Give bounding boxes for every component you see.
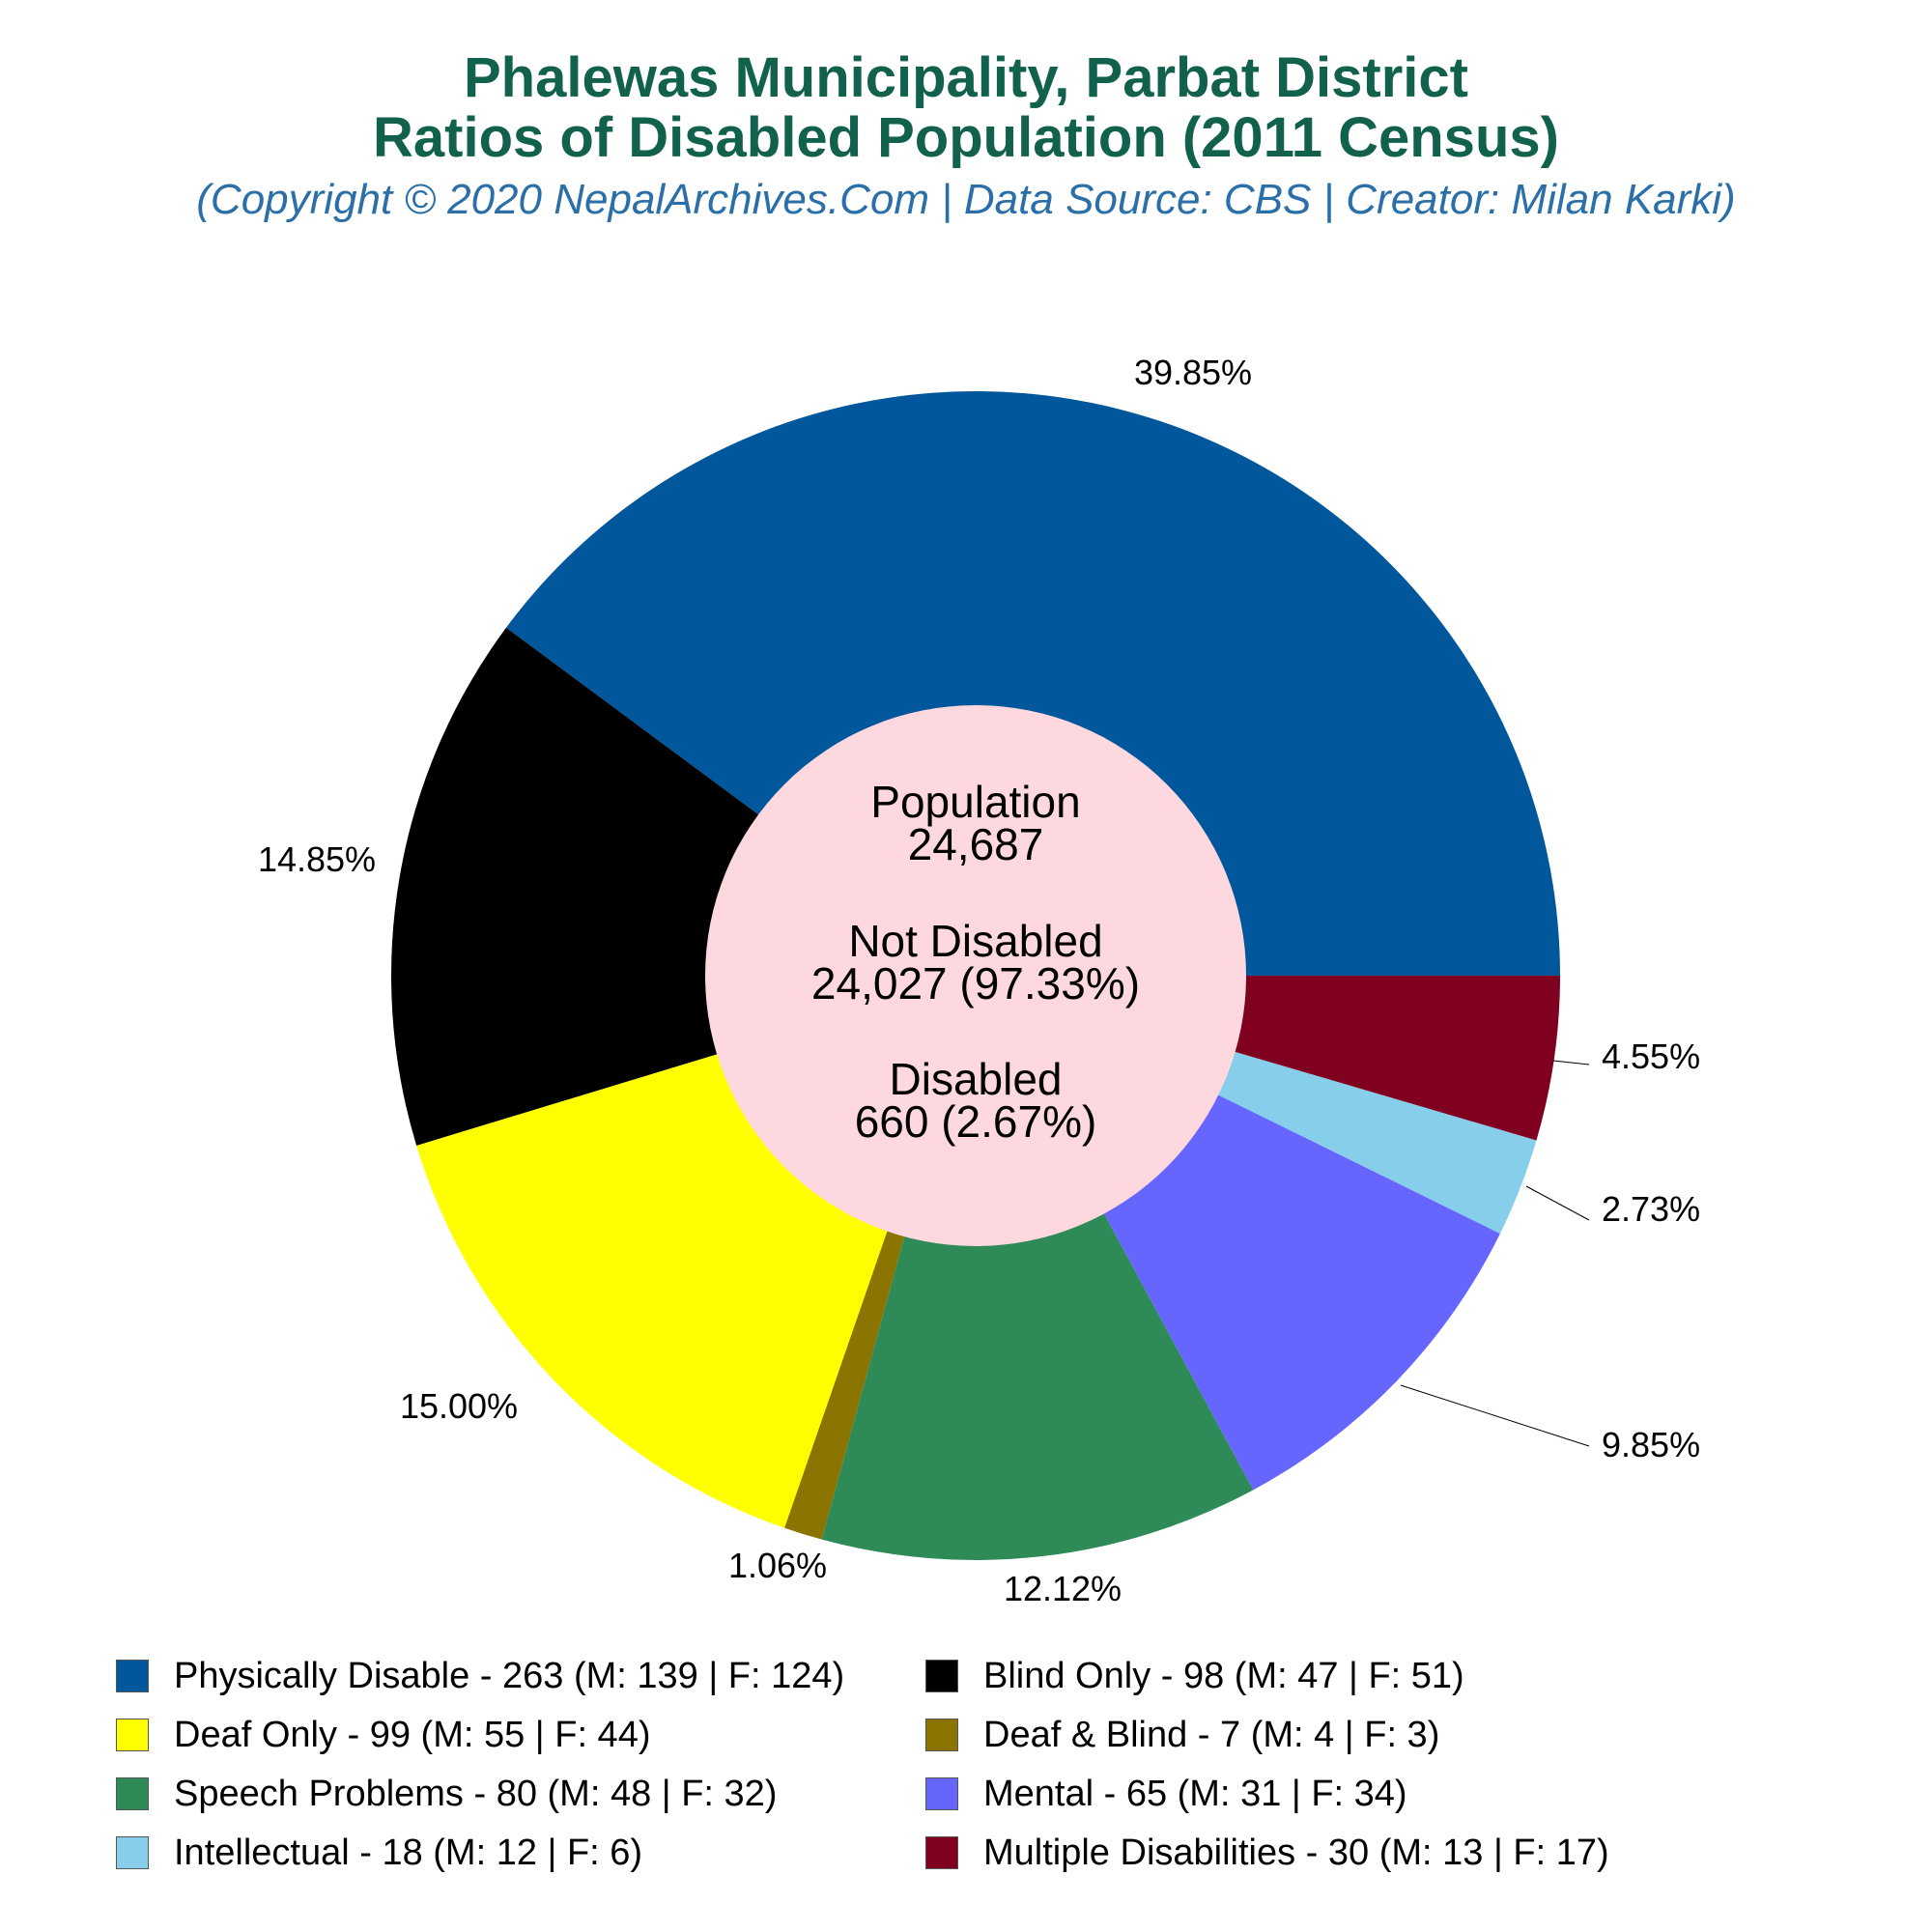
center-not-disabled-value: 24,027 (97.33%) xyxy=(811,958,1140,1009)
pie-slice-physically-disable xyxy=(505,391,1560,977)
leader-line xyxy=(1525,1185,1590,1221)
percent-label: 15.00% xyxy=(400,1386,518,1426)
leader-line xyxy=(1552,1060,1590,1065)
chart-title: Phalewas Municipality, Parbat District xyxy=(463,46,1468,109)
center-population-value: 24,687 xyxy=(908,819,1044,869)
center-circle xyxy=(705,705,1246,1246)
percent-label: 4.55% xyxy=(1602,1037,1700,1076)
chart-title-line2: Ratios of Disabled Population (2011 Cens… xyxy=(373,106,1559,169)
percent-label: 2.73% xyxy=(1602,1189,1700,1229)
leader-line xyxy=(1400,1384,1590,1447)
percent-label: 12.12% xyxy=(1004,1569,1122,1608)
pie-slice-speech-problems xyxy=(821,976,1254,1560)
chart-subtitle: (Copyright © 2020 NepalArchives.Com | Da… xyxy=(196,176,1736,223)
center-disabled-label: Disabled xyxy=(890,1054,1063,1104)
center-disabled-value: 660 (2.67%) xyxy=(855,1096,1097,1147)
center-not-disabled-label: Not Disabled xyxy=(848,916,1102,966)
percent-label: 14.85% xyxy=(258,839,376,879)
percent-label: 39.85% xyxy=(1134,353,1252,392)
center-population-label: Population xyxy=(870,777,1080,827)
percent-label: 9.85% xyxy=(1602,1425,1700,1464)
percent-label: 1.06% xyxy=(728,1546,827,1585)
